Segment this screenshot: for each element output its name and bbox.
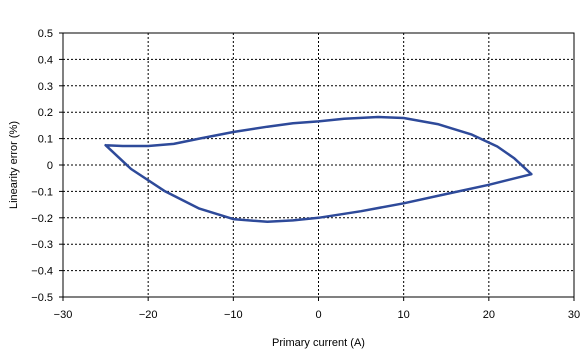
axis-ticks xyxy=(59,32,575,301)
y-tick-label: 0.4 xyxy=(38,54,53,66)
y-tick-label: −0.2 xyxy=(31,213,53,225)
x-tick-label: 10 xyxy=(398,309,410,321)
y-tick-labels: 0.5 0.4 0.3 0.2 0.1 0 −0.1 −0.2 −0.3 −0.4 −0.5 xyxy=(31,28,53,304)
y-tick-label: 0.5 xyxy=(38,28,53,40)
y-tick-label: −0.5 xyxy=(31,292,53,304)
x-tick-labels: −30 −20 −10 0 10 20 30 xyxy=(54,309,580,321)
x-tick-label: 20 xyxy=(483,309,495,321)
x-axis-label: Primary current (A) xyxy=(272,337,365,349)
y-tick-label: −0.3 xyxy=(31,239,53,251)
x-tick-label: −30 xyxy=(54,309,73,321)
x-tick-label: 30 xyxy=(568,309,580,321)
y-tick-label: 0 xyxy=(47,160,53,172)
x-tick-label: −10 xyxy=(224,309,243,321)
grid-lines xyxy=(63,33,574,297)
x-tick-label: −20 xyxy=(139,309,158,321)
x-tick-label: 0 xyxy=(315,309,321,321)
y-tick-label: −0.1 xyxy=(31,186,53,198)
y-tick-label: −0.4 xyxy=(31,266,53,278)
series-group xyxy=(104,115,533,224)
y-tick-label: 0.1 xyxy=(38,134,53,146)
y-axis-label: Linearity error (%) xyxy=(8,121,20,209)
y-tick-label: 0.2 xyxy=(38,107,53,119)
series-line xyxy=(104,115,533,224)
y-tick-label: 0.3 xyxy=(38,81,53,93)
